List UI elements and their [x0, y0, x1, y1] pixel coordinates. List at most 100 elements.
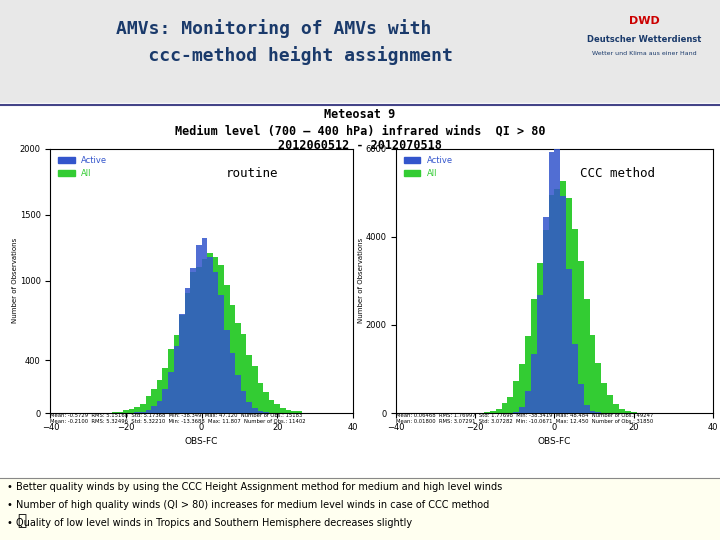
Bar	[578, 384, 584, 413]
Bar	[619, 409, 625, 413]
Bar	[590, 335, 595, 413]
Bar	[297, 411, 302, 413]
Bar	[274, 403, 280, 413]
Bar	[235, 375, 240, 413]
Bar	[549, 152, 554, 413]
Text: • Number of high quality winds (QI > 80) increases for medium level winds in cas: • Number of high quality winds (QI > 80)…	[7, 500, 490, 510]
Text: AMVs: Monitoring of AMVs with: AMVs: Monitoring of AMVs with	[116, 19, 431, 38]
Bar	[252, 366, 258, 413]
Bar	[202, 238, 207, 413]
Bar	[224, 330, 230, 413]
Bar	[280, 408, 286, 413]
Bar	[145, 395, 151, 413]
Bar	[179, 315, 185, 413]
Bar	[584, 404, 590, 413]
Bar	[286, 410, 291, 413]
X-axis label: OBS-FC: OBS-FC	[185, 437, 218, 447]
Bar	[230, 353, 235, 413]
Bar	[202, 259, 207, 413]
Bar	[196, 267, 202, 413]
Bar	[525, 392, 531, 413]
Text: Mean: -0.5729  RMS: 5.15168  Std: 5.17368  Min: -38.349  Max: 47.120  Number of : Mean: -0.5729 RMS: 5.15168 Std: 5.17368 …	[50, 413, 302, 418]
Text: Medium level (700 – 400 hPa) infrared winds  QI > 80: Medium level (700 – 400 hPa) infrared wi…	[175, 124, 545, 137]
Y-axis label: Number of Observations: Number of Observations	[358, 238, 364, 323]
Text: 🦅: 🦅	[17, 513, 26, 528]
Bar	[140, 404, 145, 413]
Bar	[117, 412, 123, 413]
Legend: Active, All: Active, All	[55, 153, 111, 181]
Bar	[123, 409, 129, 413]
Bar	[174, 335, 179, 413]
Bar	[185, 288, 190, 413]
Bar	[240, 334, 246, 413]
Bar	[168, 348, 174, 413]
Text: Mean: 0.01800  RMS: 3.07291  Std: 3.07282  Min: -10.0671  Max: 12.450  Number of: Mean: 0.01800 RMS: 3.07291 Std: 3.07282 …	[396, 420, 653, 424]
Bar	[578, 260, 584, 413]
Bar	[549, 195, 554, 413]
Bar	[151, 406, 157, 413]
Bar	[157, 380, 163, 413]
Bar	[554, 188, 560, 413]
Bar	[269, 400, 274, 413]
Bar	[543, 217, 549, 413]
Bar	[607, 395, 613, 413]
Bar	[502, 403, 508, 413]
Bar	[135, 407, 140, 413]
Bar	[496, 409, 502, 413]
Y-axis label: Number of Observations: Number of Observations	[12, 238, 18, 323]
Bar	[513, 381, 519, 413]
Legend: Active, All: Active, All	[400, 153, 456, 181]
Bar	[179, 314, 185, 413]
Bar	[246, 402, 252, 413]
Text: • Better quality winds by using the CCC Height Assignment method for medium and : • Better quality winds by using the CCC …	[7, 482, 503, 492]
Bar	[207, 257, 213, 413]
Bar	[190, 272, 196, 413]
Bar	[543, 230, 549, 413]
Bar	[207, 253, 213, 413]
Bar	[560, 181, 566, 413]
Text: Meteosat 9: Meteosat 9	[325, 108, 395, 121]
Text: Mean: 0.06468  RMS: 1.76997  Std: 1.77698  Min: -38.3419  Max: 48.484  Number of: Mean: 0.06468 RMS: 1.76997 Std: 1.77698 …	[396, 413, 653, 418]
Bar	[572, 229, 578, 413]
Text: Wetter und Klima aus einer Hand: Wetter und Klima aus einer Hand	[592, 51, 697, 56]
Bar	[560, 196, 566, 413]
Bar	[508, 397, 513, 413]
X-axis label: OBS-FC: OBS-FC	[538, 437, 571, 447]
Bar	[525, 336, 531, 413]
Bar	[213, 258, 218, 413]
Bar	[531, 354, 537, 413]
Bar	[235, 323, 240, 413]
Text: ccc-method height assignment: ccc-method height assignment	[94, 46, 453, 65]
Bar	[168, 372, 174, 413]
Bar	[240, 390, 246, 413]
Bar	[264, 392, 269, 413]
Bar	[224, 285, 230, 413]
Bar	[566, 198, 572, 413]
Bar	[531, 299, 537, 413]
Bar	[537, 295, 543, 413]
Bar	[258, 411, 264, 413]
Bar	[196, 245, 202, 413]
Bar	[129, 409, 135, 413]
Bar	[213, 272, 218, 413]
Text: 2012060512 - 2012070518: 2012060512 - 2012070518	[278, 139, 442, 152]
Bar	[157, 401, 163, 413]
Bar	[537, 263, 543, 413]
Bar	[590, 411, 595, 413]
Bar	[584, 299, 590, 413]
Bar	[252, 408, 258, 413]
Bar	[291, 411, 297, 413]
Bar	[484, 412, 490, 413]
Bar	[174, 346, 179, 413]
Bar	[185, 293, 190, 413]
Bar	[258, 383, 264, 413]
Bar	[519, 407, 525, 413]
Bar	[190, 268, 196, 413]
Bar	[218, 265, 224, 413]
Text: routine: routine	[226, 167, 279, 180]
Bar	[566, 268, 572, 413]
Bar	[613, 403, 619, 413]
Bar	[554, 143, 560, 413]
Bar	[163, 368, 168, 413]
Bar	[595, 363, 601, 413]
